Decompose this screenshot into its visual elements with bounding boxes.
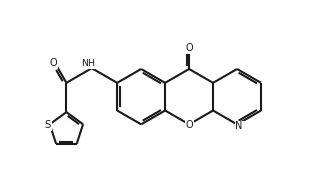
- Text: N: N: [235, 121, 243, 131]
- Text: NH: NH: [81, 59, 96, 68]
- Text: S: S: [45, 120, 51, 130]
- Text: O: O: [49, 58, 57, 69]
- Text: O: O: [185, 43, 193, 53]
- Text: O: O: [185, 120, 193, 130]
